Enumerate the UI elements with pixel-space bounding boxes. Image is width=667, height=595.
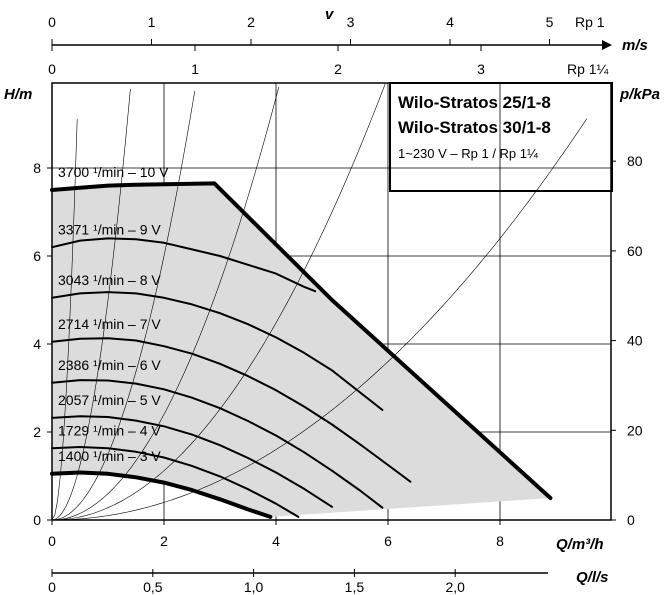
- y-axis-left-tick-label: 0: [33, 512, 41, 528]
- velocity-axis-rp114-label: Rp 1¼: [567, 61, 609, 77]
- y-axis-left-tick-label: 6: [33, 248, 41, 264]
- velocity-rp114-tick-label: 2: [334, 61, 342, 77]
- velocity-rp114-tick-label: 1: [191, 61, 199, 77]
- y-axis-left-tick-label: 2: [33, 424, 41, 440]
- y-axis-right-title: p/kPa: [619, 86, 660, 103]
- pump-curve-label: 3043 ¹/min – 8 V: [58, 272, 161, 288]
- y-axis-left-tick-label: 4: [33, 336, 41, 352]
- flow-ls-axis-tick-label: 1,5: [345, 579, 365, 595]
- plot-frame: [51, 82, 612, 521]
- pump-curve-line: [51, 446, 300, 518]
- x-axis-title: Q/m³/h: [556, 536, 604, 553]
- pump-curve-line: [51, 237, 317, 293]
- y-axis-left-title: H/m: [4, 86, 32, 103]
- pump-curve-label: 3700 ¹/min – 10 V: [58, 164, 169, 180]
- chart-title-line-1: Wilo-Stratos 25/1-8: [398, 93, 551, 112]
- flow-ls-axis-tick-label: 0,5: [143, 579, 163, 595]
- system-curve: [52, 118, 588, 521]
- pump-curve-label: 2386 ¹/min – 6 V: [58, 357, 161, 373]
- x-axis-tick-label: 4: [272, 533, 280, 549]
- system-curve: [52, 83, 386, 521]
- pump-curve-label: 1400 ¹/min – 3 V: [58, 448, 161, 464]
- velocity-axis-rp1-label: Rp 1: [575, 14, 605, 30]
- pump-curve-label: 1729 ¹/min – 4 V: [58, 422, 161, 438]
- flow-ls-axis-tick-label: 1,0: [244, 579, 264, 595]
- x-axis-tick-label: 2: [160, 533, 168, 549]
- y-axis-left-tick-label: 8: [33, 160, 41, 176]
- y-axis-right-tick-label: 60: [627, 243, 643, 259]
- velocity-axis-title: v: [325, 6, 335, 23]
- pump-curve-label: 3371 ¹/min – 9 V: [58, 221, 161, 237]
- velocity-rp1-tick-label: 4: [446, 14, 454, 30]
- pump-curve-label: 2714 ¹/min – 7 V: [58, 316, 161, 332]
- x-axis-tick-label: 8: [496, 533, 504, 549]
- y-axis-right-tick-label: 80: [627, 153, 643, 169]
- title-box: [389, 82, 613, 192]
- velocity-rp1-tick-label: 3: [347, 14, 355, 30]
- y-axis-right-tick-label: 40: [627, 333, 643, 349]
- velocity-rp114-tick-label: 0: [48, 61, 56, 77]
- y-axis-right-tick-label: 20: [627, 422, 643, 438]
- y-axis-right-tick-label: 0: [627, 512, 635, 528]
- velocity-axis-arrow: [602, 40, 612, 50]
- flow-ls-axis-tick-label: 2,0: [445, 579, 465, 595]
- system-curve: [51, 86, 280, 521]
- chart-subtitle: 1~230 V – Rp 1 / Rp 1¼: [398, 146, 538, 161]
- velocity-rp1-tick-label: 5: [546, 14, 554, 30]
- velocity-rp1-tick-label: 0: [48, 14, 56, 30]
- chart-title-line-2: Wilo-Stratos 30/1-8: [398, 118, 551, 137]
- x-axis-tick-label: 0: [48, 533, 56, 549]
- velocity-rp114-tick-label: 3: [477, 61, 485, 77]
- velocity-axis-unit: m/s: [622, 37, 648, 54]
- pump-curve-label: 2057 ¹/min – 5 V: [58, 392, 161, 408]
- flow-ls-axis-title: Q/l/s: [576, 569, 609, 586]
- pump-curve-line: [50, 470, 273, 519]
- velocity-rp1-tick-label: 1: [148, 14, 156, 30]
- flow-ls-axis-tick-label: 0: [48, 579, 56, 595]
- pump-curve-line: [51, 291, 384, 411]
- x-axis-tick-label: 6: [384, 533, 392, 549]
- system-curve: [51, 119, 78, 521]
- pump-curve-line: [51, 415, 333, 508]
- pump-curve-line: [51, 337, 412, 483]
- system-curve: [51, 88, 131, 521]
- velocity-rp1-tick-label: 2: [247, 14, 255, 30]
- pump-curve-line: [51, 379, 384, 509]
- pump-curve-line: [50, 181, 553, 500]
- system-curve: [51, 90, 196, 521]
